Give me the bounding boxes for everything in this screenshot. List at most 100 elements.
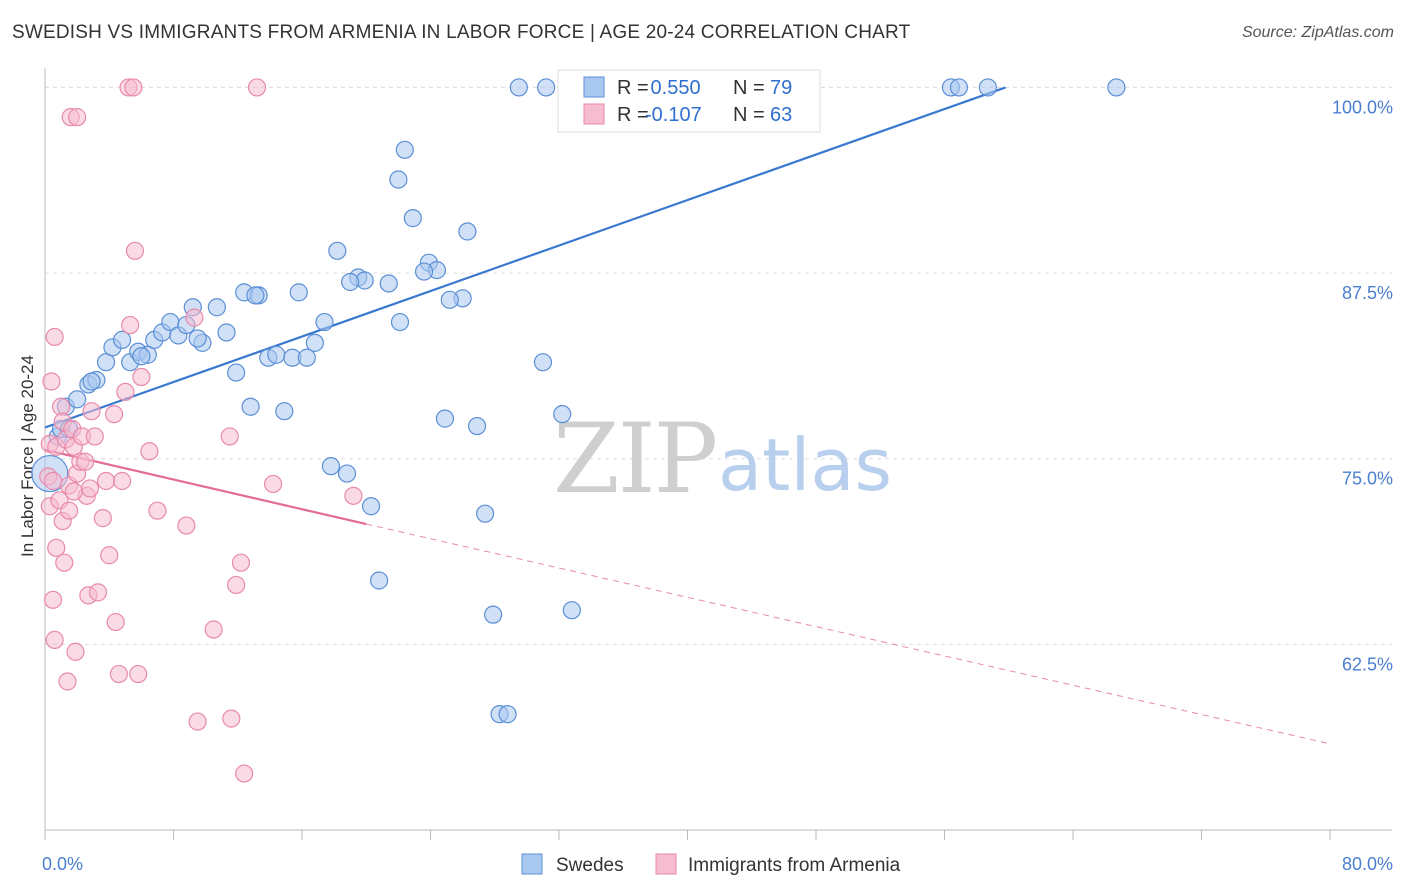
y-tick-label: 87.5% [1342,283,1393,303]
point-swedes [1107,78,1126,97]
point-swedes [315,312,334,332]
point-swedes [389,170,408,189]
point-armenia [88,583,108,602]
point-swedes [533,353,553,372]
legend-r-label-1: R = [617,77,649,99]
point-swedes [132,347,151,366]
point-armenia [129,664,148,684]
point-armenia [344,486,363,505]
point-armenia [55,553,74,572]
watermark-atlas: atlas [718,423,892,507]
point-armenia [140,442,159,461]
point-armenia [85,427,104,446]
point-armenia [58,672,77,691]
point-swedes [289,283,308,302]
point-armenia [106,612,125,632]
legend-n-label-2: N = [733,104,765,126]
point-armenia [124,78,143,97]
point-armenia [247,78,267,97]
y-tick-label: 75.0% [1342,469,1393,489]
y-tick-label: 100.0% [1332,97,1393,117]
point-armenia [109,664,128,684]
point-swedes [484,605,503,624]
point-swedes [395,140,414,159]
bottom-legend-label-swedes: Swedes [556,855,624,876]
point-armenia [112,471,132,491]
legend-n-label-1: N = [733,77,765,99]
point-armenia [116,382,135,401]
point-swedes [949,78,969,97]
point-armenia [220,427,239,446]
point-swedes [476,504,495,523]
point-armenia [96,471,116,491]
point-swedes [188,329,207,348]
point-armenia [263,474,283,494]
point-armenia [42,372,61,391]
point-armenia [235,764,254,783]
point-armenia [222,709,241,728]
point-swedes [440,290,459,309]
point-armenia [76,452,95,471]
point-swedes [341,272,360,292]
point-armenia [188,712,207,731]
point-swedes [68,390,87,409]
point-armenia [227,575,246,595]
point-swedes [390,312,410,332]
x-tick-label-min: 0.0% [42,854,83,874]
point-swedes [305,333,324,352]
y-tick-label: 62.5% [1342,654,1393,674]
point-armenia [47,538,66,557]
point-armenia [148,501,167,520]
point-swedes [328,241,347,260]
point-swedes [297,348,316,367]
point-armenia [68,108,87,127]
point-armenia [45,327,64,347]
point-armenia [231,553,251,572]
bottom-legend: Swedes Immigrants from Armenia [521,853,901,876]
point-swedes [978,78,997,97]
legend-box: R = 0.550 N = 79 R = -0.107 N = 63 [557,69,821,133]
legend-n-value-2: 63 [770,104,792,126]
x-tick-label-max: 80.0% [1342,854,1393,874]
point-swedes [553,405,572,424]
point-armenia [93,509,112,528]
point-armenia [204,620,223,639]
trend-line-swedes [44,86,1006,429]
point-armenia [82,402,101,421]
chart-title: SWEDISH VS IMMIGRANTS FROM ARMENIA IN LA… [12,22,911,43]
source-credit: Source: ZipAtlas.com [1241,24,1394,41]
point-armenia [43,471,63,491]
point-swedes [227,363,246,382]
point-swedes [207,298,226,317]
point-swedes [112,330,132,350]
point-armenia [104,405,124,424]
point-swedes [403,209,422,228]
point-swedes [537,78,556,97]
tick-labels: 62.5% 75.0% 87.5% 100.0% 0.0% 80.0% [42,97,1393,874]
point-swedes [241,397,260,416]
point-armenia [59,501,79,520]
point-armenia [125,241,145,260]
point-swedes [498,705,517,724]
point-armenia [121,315,140,335]
point-swedes [267,345,286,364]
point-armenia [43,590,63,609]
point-swedes [414,262,434,281]
point-swedes [562,601,581,620]
watermark-zip: ZIP [553,403,716,515]
point-armenia [66,642,85,661]
point-swedes [458,222,477,241]
point-swedes [321,457,341,476]
point-swedes [246,286,265,305]
legend-r-label-2: R = [617,104,649,126]
legend-n-value-1: 79 [770,77,792,99]
watermark: ZIP atlas [553,403,892,515]
trend-lines [44,86,1331,745]
point-armenia [100,546,119,565]
point-swedes [337,464,357,483]
legend-r-value-1: 0.550 [645,77,701,99]
point-swedes [370,571,389,590]
point-armenia [177,516,196,535]
trend-line-armenia [44,448,367,526]
